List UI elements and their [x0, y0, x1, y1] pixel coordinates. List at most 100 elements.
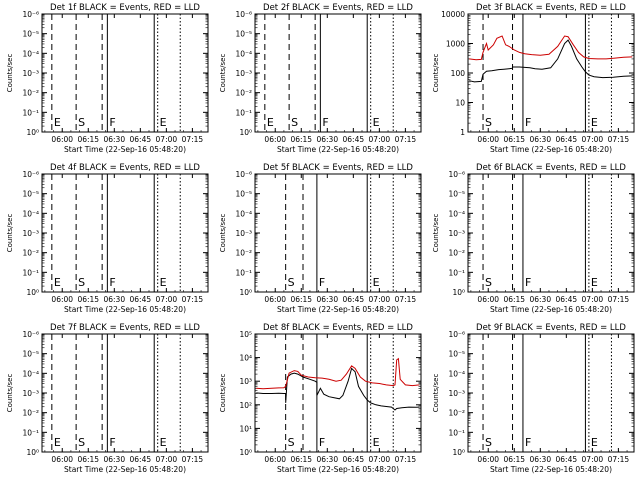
y-tick-label: 10⁵ [239, 330, 252, 339]
y-tick-label: 10⁻¹ [448, 428, 465, 437]
y-tick-label: 10⁴ [239, 354, 252, 363]
y-tick-label: 10⁻⁶ [22, 330, 39, 339]
y-tick-label: 10⁻² [448, 249, 465, 258]
x-tick-label: 06:00 [477, 135, 499, 144]
time-marker-label: E [267, 116, 274, 129]
x-tick-label: 06:45 [343, 295, 365, 304]
x-tick-label: 07:00 [582, 135, 604, 144]
time-marker-label: S [78, 276, 85, 289]
y-tick-label: 10⁻⁵ [448, 190, 465, 199]
y-tick-label: 10⁻² [22, 249, 39, 258]
time-marker-label: E [160, 276, 167, 289]
y-tick-label: 10⁻¹ [22, 108, 39, 117]
y-tick-label: 10⁻³ [22, 69, 39, 78]
time-marker-label: E [591, 116, 598, 129]
x-axis-label: Start Time (22-Sep-16 05:48:20) [277, 145, 399, 154]
plot-frame [41, 333, 209, 453]
y-tick-label: 10¹ [239, 424, 252, 433]
panel-title: Det 4f BLACK = Events, RED = LLD [50, 163, 200, 173]
y-tick-label: 10⁻² [22, 409, 39, 418]
y-tick-label: 10³ [239, 377, 252, 386]
lld-line [256, 357, 420, 390]
x-tick-label: 06:15 [77, 455, 99, 464]
panel-det-5f: Det 5f BLACK = Events, RED = LLD 10⁰ 10⁻¹ 1… [219, 163, 422, 314]
panel-title: Det 2f BLACK = Events, RED = LLD [263, 3, 413, 13]
events-line [469, 39, 633, 83]
y-tick-label: 10⁻⁴ [235, 209, 252, 218]
panel-title: Det 3f BLACK = Events, RED = LLD [476, 3, 626, 13]
y-tick-label: 10 [455, 99, 465, 108]
time-marker-label: F [319, 276, 325, 289]
x-tick-label: 07:00 [369, 135, 391, 144]
y-tick-label: 100 [451, 69, 466, 78]
y-tick-label: 10⁻³ [22, 229, 39, 238]
y-tick-label: 10⁻² [235, 249, 252, 258]
y-tick-label: 10⁰ [452, 448, 465, 457]
plot-frame [254, 13, 422, 133]
x-tick-label: 06:00 [264, 455, 286, 464]
panel-det-1f: Det 1f BLACK = Events, RED = LLD 10⁰ 10⁻¹ 1… [6, 3, 209, 154]
x-tick-label: 06:30 [316, 455, 338, 464]
x-tick-label: 07:00 [156, 135, 178, 144]
y-tick-label: 10⁰ [239, 448, 252, 457]
y-tick-label: 10000 [441, 10, 465, 19]
x-tick-label: 07:15 [182, 295, 204, 304]
panel-title: Det 6f BLACK = Events, RED = LLD [476, 163, 626, 173]
y-tick-label: 10⁻⁴ [448, 369, 465, 378]
time-marker-label: E [54, 276, 61, 289]
panel-det-7f: Det 7f BLACK = Events, RED = LLD 10⁰ 10⁻¹ 1… [6, 323, 209, 474]
panel-det-8f: Det 8f BLACK = Events, RED = LLD 10⁰ 10¹ 10… [219, 323, 422, 474]
x-axis-label: Start Time (22-Sep-16 05:48:20) [277, 465, 399, 474]
y-tick-label: 10⁻⁴ [448, 209, 465, 218]
x-tick-label: 06:15 [77, 295, 99, 304]
time-marker-label: F [109, 116, 115, 129]
x-tick-label: 06:30 [529, 455, 551, 464]
x-tick-label: 06:00 [264, 295, 286, 304]
time-marker-label: F [525, 276, 531, 289]
time-marker-label: E [54, 436, 61, 449]
x-axis-label: Start Time (22-Sep-16 05:48:20) [490, 305, 612, 314]
x-tick-label: 07:15 [608, 295, 630, 304]
panel-det-4f: Det 4f BLACK = Events, RED = LLD 10⁰ 10⁻¹ 1… [6, 163, 209, 314]
panel-det-2f: Det 2f BLACK = Events, RED = LLD 10⁰ 10⁻¹ 1… [219, 3, 422, 154]
y-tick-label: 10⁻³ [22, 389, 39, 398]
time-marker-label: E [373, 116, 380, 129]
x-tick-label: 07:00 [582, 455, 604, 464]
y-axis-label: Counts/sec [219, 214, 227, 253]
x-tick-label: 06:45 [130, 295, 152, 304]
plot-frame [467, 173, 635, 293]
x-tick-label: 06:15 [503, 455, 525, 464]
y-tick-label: 10⁻¹ [22, 428, 39, 437]
x-tick-label: 07:15 [395, 135, 417, 144]
y-tick-label: 10⁻¹ [235, 268, 252, 277]
x-tick-label: 06:30 [103, 295, 125, 304]
y-tick-label: 10⁻¹ [448, 268, 465, 277]
panel-title: Det 5f BLACK = Events, RED = LLD [263, 163, 413, 173]
time-marker-label: S [485, 116, 492, 129]
y-tick-label: 10⁻² [22, 89, 39, 98]
x-tick-label: 06:45 [556, 135, 578, 144]
y-tick-label: 10⁰ [26, 448, 39, 457]
x-tick-label: 06:15 [290, 455, 312, 464]
x-tick-label: 07:15 [182, 135, 204, 144]
y-axis-label: Counts/sec [219, 54, 227, 93]
y-axis-label: Counts/sec [432, 54, 440, 93]
y-tick-label: 1000 [446, 40, 465, 49]
time-marker-label: E [160, 436, 167, 449]
y-tick-label: 10⁰ [26, 288, 39, 297]
x-axis-label: Start Time (22-Sep-16 05:48:20) [490, 465, 612, 474]
x-tick-label: 06:45 [130, 135, 152, 144]
time-marker-label: F [109, 276, 115, 289]
x-tick-label: 06:30 [103, 455, 125, 464]
time-marker-label: S [485, 436, 492, 449]
x-tick-label: 07:00 [369, 455, 391, 464]
plot-frame [41, 173, 209, 293]
plot-frame [41, 13, 209, 133]
x-tick-label: 06:00 [477, 295, 499, 304]
x-tick-label: 06:00 [264, 135, 286, 144]
panel-title: Det 1f BLACK = Events, RED = LLD [50, 3, 200, 13]
y-tick-label: 10⁻⁴ [22, 369, 39, 378]
plot-frame [467, 13, 635, 133]
x-tick-label: 06:15 [290, 135, 312, 144]
y-tick-label: 1 [460, 128, 465, 137]
